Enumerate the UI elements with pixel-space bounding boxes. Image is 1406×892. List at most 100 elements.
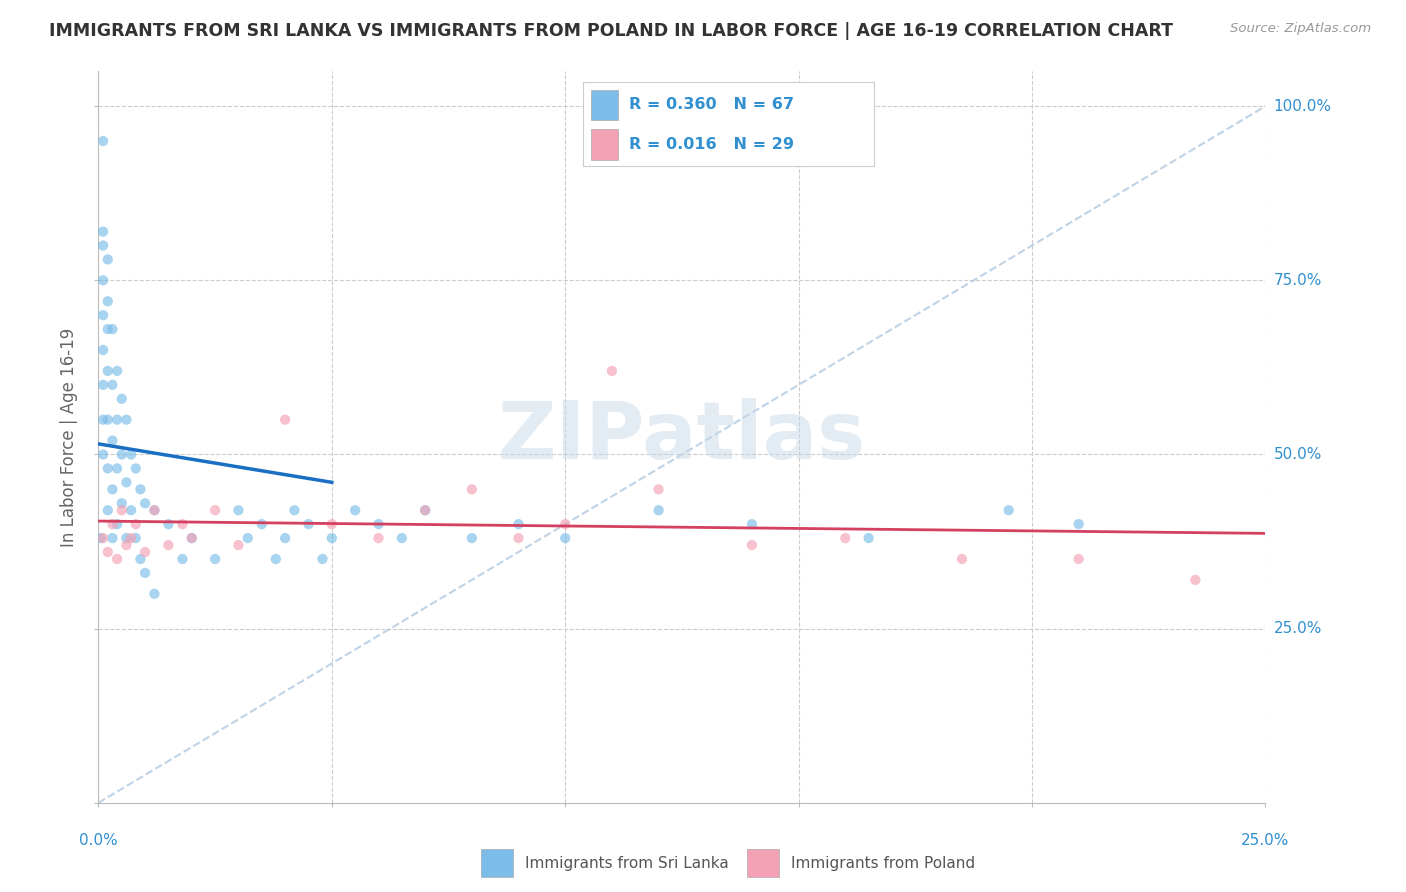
Text: 25.0%: 25.0% <box>1241 833 1289 848</box>
Point <box>311 552 333 566</box>
Point <box>101 517 124 532</box>
Point <box>172 517 194 532</box>
Point <box>115 475 138 490</box>
Point <box>157 538 180 552</box>
Point <box>1067 517 1090 532</box>
Point <box>134 545 156 559</box>
Point <box>134 496 156 510</box>
Text: Immigrants from Sri Lanka: Immigrants from Sri Lanka <box>526 855 728 871</box>
Point <box>236 531 259 545</box>
Point <box>105 552 128 566</box>
Point <box>274 531 297 545</box>
Point <box>997 503 1019 517</box>
FancyBboxPatch shape <box>747 849 779 877</box>
Point <box>120 503 142 517</box>
Point <box>125 531 148 545</box>
Point <box>91 343 114 357</box>
Point <box>367 531 389 545</box>
Point <box>647 503 669 517</box>
Text: ZIPatlas: ZIPatlas <box>498 398 866 476</box>
Point <box>105 412 128 426</box>
Point <box>105 517 128 532</box>
Point <box>115 538 138 552</box>
Point <box>554 531 576 545</box>
Point <box>228 503 250 517</box>
Point <box>321 531 343 545</box>
Point <box>115 531 138 545</box>
Text: 100.0%: 100.0% <box>1274 99 1331 113</box>
Point <box>101 322 124 336</box>
Point <box>950 552 973 566</box>
Point <box>111 448 134 462</box>
Point <box>101 483 124 497</box>
Text: Source: ZipAtlas.com: Source: ZipAtlas.com <box>1230 22 1371 36</box>
Point <box>413 503 436 517</box>
Point <box>91 134 114 148</box>
Point <box>120 448 142 462</box>
Point <box>97 364 120 378</box>
Point <box>101 377 124 392</box>
Point <box>391 531 413 545</box>
Point <box>157 517 180 532</box>
Point <box>250 517 273 532</box>
Point <box>91 531 114 545</box>
Point <box>91 412 114 426</box>
Point <box>508 531 530 545</box>
Point <box>97 294 120 309</box>
Point <box>508 517 530 532</box>
Point <box>180 531 202 545</box>
Point <box>283 503 305 517</box>
Point <box>111 503 134 517</box>
Point <box>647 483 669 497</box>
Point <box>264 552 287 566</box>
Point <box>554 517 576 532</box>
Point <box>105 461 128 475</box>
Point <box>101 434 124 448</box>
Point <box>129 552 152 566</box>
Point <box>115 412 138 426</box>
Point <box>143 587 166 601</box>
Point <box>125 517 148 532</box>
Point <box>111 392 134 406</box>
Point <box>834 531 856 545</box>
Point <box>741 517 763 532</box>
Point <box>105 364 128 378</box>
Text: 25.0%: 25.0% <box>1274 621 1322 636</box>
Point <box>413 503 436 517</box>
Point <box>97 461 120 475</box>
Point <box>741 538 763 552</box>
Y-axis label: In Labor Force | Age 16-19: In Labor Force | Age 16-19 <box>60 327 79 547</box>
Point <box>91 225 114 239</box>
Point <box>858 531 880 545</box>
Point <box>120 531 142 545</box>
Point <box>129 483 152 497</box>
Point <box>111 496 134 510</box>
Point <box>91 273 114 287</box>
Point <box>204 552 226 566</box>
Point <box>125 461 148 475</box>
Point <box>1067 552 1090 566</box>
Point <box>461 483 484 497</box>
Point <box>97 252 120 267</box>
Text: 0.0%: 0.0% <box>79 833 118 848</box>
Point <box>91 238 114 252</box>
Point <box>90 531 112 545</box>
Point <box>321 517 343 532</box>
Point <box>91 448 114 462</box>
Point <box>101 531 124 545</box>
Point <box>172 552 194 566</box>
Point <box>297 517 319 532</box>
Point <box>143 503 166 517</box>
Point <box>204 503 226 517</box>
Point <box>97 503 120 517</box>
Point <box>143 503 166 517</box>
Text: IMMIGRANTS FROM SRI LANKA VS IMMIGRANTS FROM POLAND IN LABOR FORCE | AGE 16-19 C: IMMIGRANTS FROM SRI LANKA VS IMMIGRANTS … <box>49 22 1173 40</box>
Point <box>91 308 114 322</box>
Point <box>97 322 120 336</box>
Point <box>134 566 156 580</box>
Point <box>97 545 120 559</box>
Point <box>600 364 623 378</box>
Point <box>228 538 250 552</box>
Point <box>180 531 202 545</box>
FancyBboxPatch shape <box>481 849 513 877</box>
